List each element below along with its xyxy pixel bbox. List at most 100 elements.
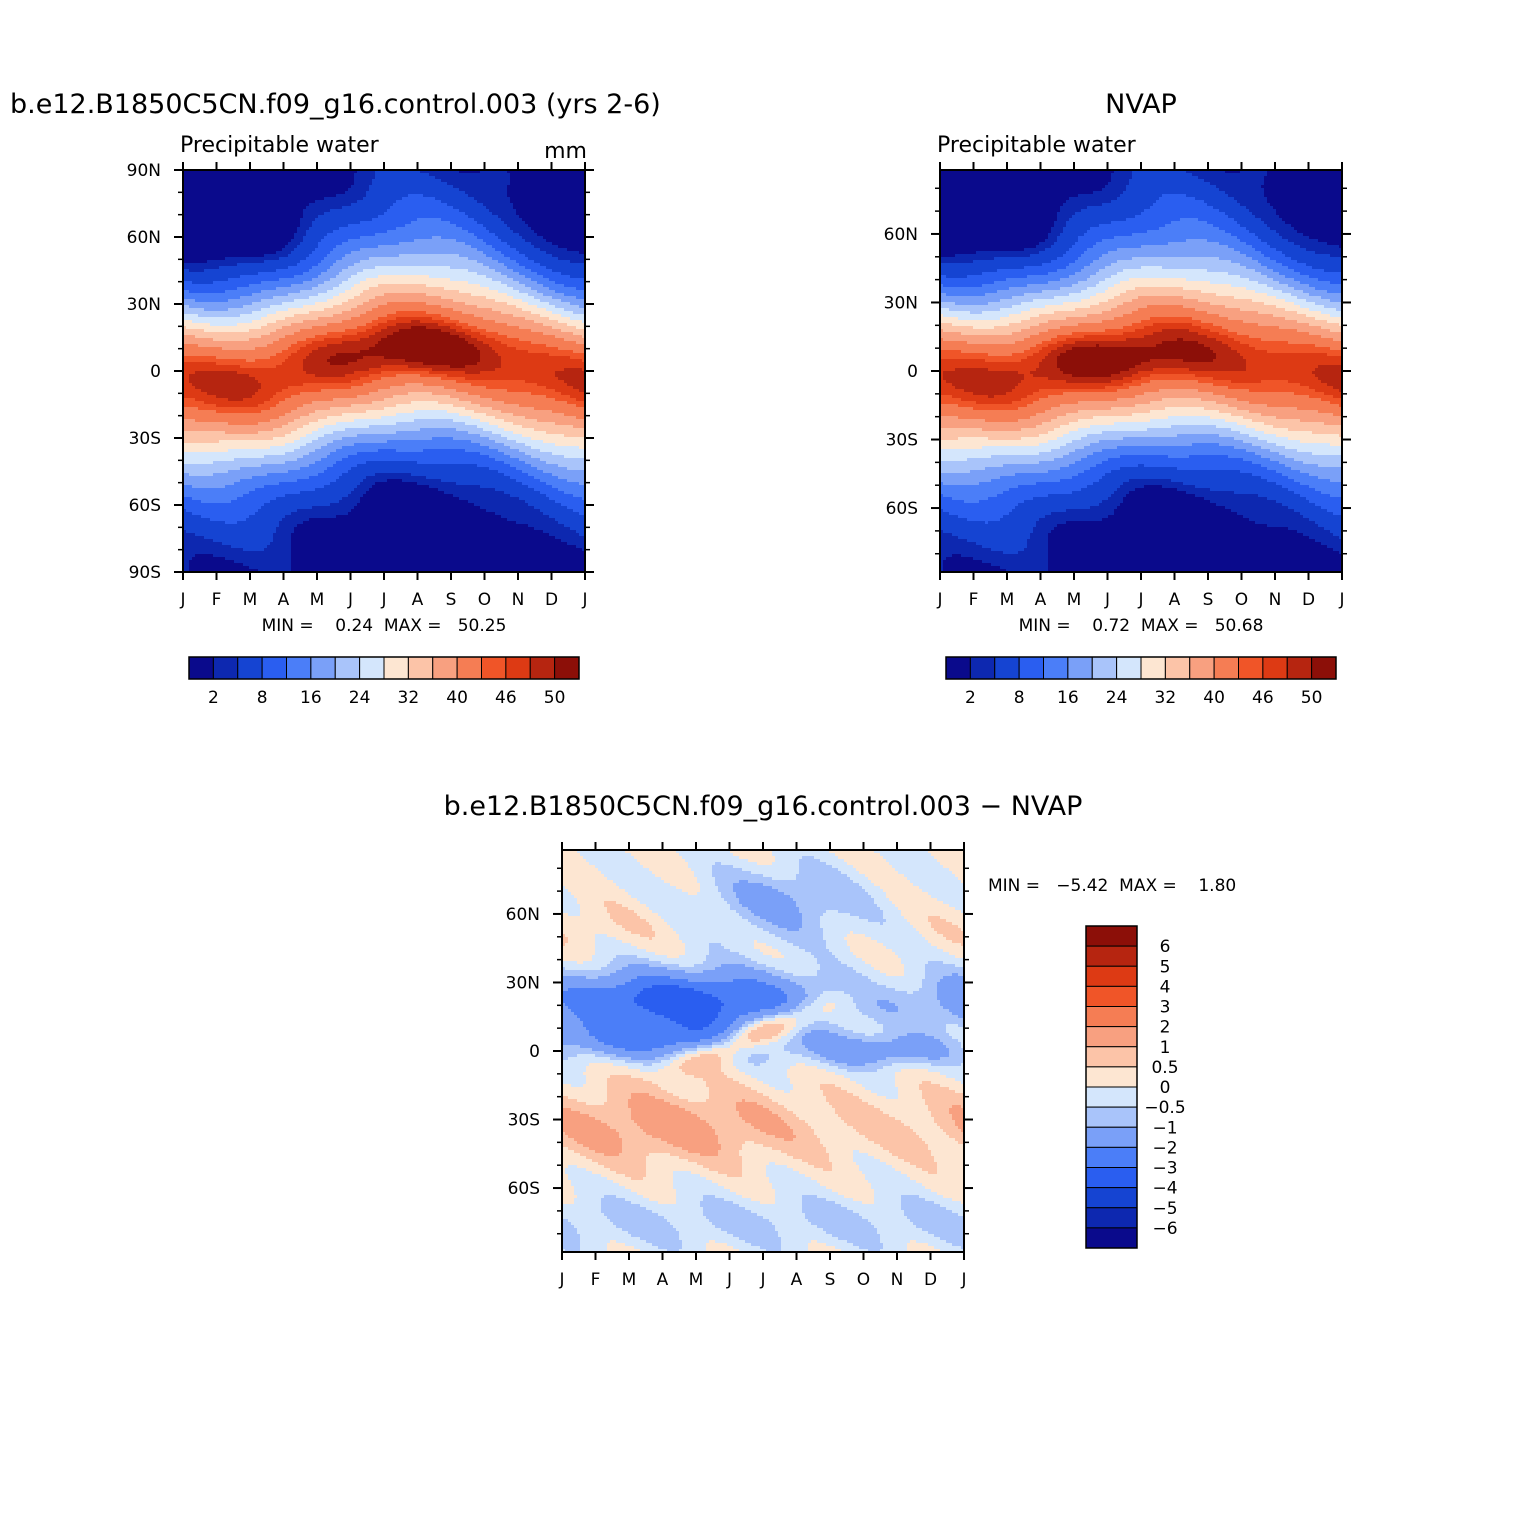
contour-cell: [510, 176, 585, 180]
contour-cell: [922, 1096, 964, 1100]
contour-cell: [249, 374, 316, 378]
contour-cell: [1039, 398, 1118, 402]
contour-cell: [640, 1069, 659, 1073]
contour-cell: [967, 275, 1028, 279]
contour-cell: [853, 1159, 881, 1163]
contour-cell: [802, 1042, 944, 1046]
contour-cell: [952, 395, 989, 399]
contour-cell: [249, 566, 292, 570]
contour-cell: [1003, 515, 1046, 519]
contour-cell: [291, 284, 319, 288]
contour-cell: [922, 1168, 938, 1172]
contour-cell: [733, 979, 758, 983]
contour-cell: [706, 1249, 740, 1252]
contour-cell: [847, 1240, 881, 1244]
contour-cell: [1051, 530, 1298, 534]
contour-cell: [1123, 377, 1142, 381]
contour-cell: [486, 296, 514, 300]
contour-cell: [934, 1120, 956, 1124]
contour-cell: [537, 281, 556, 285]
contour-cell: [562, 952, 596, 956]
contour-cell: [375, 332, 394, 336]
contour-cell: [997, 290, 1043, 294]
contour-cell: [859, 1096, 887, 1100]
contour-cell: [898, 1096, 923, 1100]
contour-cell: [757, 1090, 785, 1094]
contour-cell: [1264, 422, 1325, 426]
contour-cell: [643, 1078, 704, 1082]
contour-cell: [826, 1198, 854, 1202]
contour-cell: [1264, 194, 1342, 198]
contour-cell: [940, 473, 1016, 477]
contour-cell: [495, 488, 535, 492]
contour-cell: [673, 928, 764, 932]
contour-cell: [531, 455, 565, 459]
contour-cell: [601, 1201, 632, 1205]
contour-cell: [480, 419, 505, 423]
contour-cell: [940, 1249, 964, 1252]
contour-cell: [1219, 410, 1250, 414]
contour-cell: [192, 320, 253, 324]
contour-cell: [540, 314, 562, 318]
contour-cell: [342, 497, 361, 501]
panel-obs-field: [940, 170, 1342, 572]
contour-cell: [312, 266, 331, 270]
contour-cell: [546, 431, 585, 435]
contour-cell: [1072, 347, 1211, 351]
contour-cell: [778, 1012, 794, 1016]
contour-cell: [1285, 275, 1310, 279]
contour-cell: [946, 380, 1022, 384]
contour-cell: [396, 431, 469, 435]
contour-cell: [604, 1153, 620, 1157]
contour-cell: [814, 955, 836, 959]
contour-cell: [877, 1069, 902, 1073]
contour-cell: [826, 1096, 860, 1100]
contour-cell: [1057, 215, 1073, 219]
contour-cell: [303, 362, 331, 366]
contour-cell: [204, 401, 265, 405]
contour-cell: [576, 398, 585, 402]
contour-cell: [979, 482, 1037, 486]
contour-cell: [886, 1096, 899, 1100]
contour-cell: [796, 901, 875, 905]
contour-cell: [189, 380, 259, 384]
contour-cell: [1018, 371, 1031, 375]
contour-cell: [390, 206, 454, 210]
contour-cell: [685, 970, 704, 974]
contour-cell: [522, 308, 547, 312]
contour-cell: [1225, 230, 1250, 234]
contour-cell: [555, 374, 585, 378]
contour-cell: [667, 967, 716, 971]
contour-cell: [183, 524, 280, 528]
contour-cell: [865, 1174, 908, 1178]
contour-cell: [1291, 467, 1342, 471]
contour-cell: [1033, 353, 1049, 357]
contour-cell: [658, 1069, 683, 1073]
contour-cell: [411, 221, 451, 225]
contour-cell: [1132, 170, 1187, 174]
contour-cell: [838, 910, 884, 914]
contour-cell: [793, 1084, 821, 1088]
contour-cell: [1312, 371, 1342, 375]
contour-cell: [799, 1030, 812, 1034]
contour-cell: [799, 871, 842, 875]
contour-cell: [682, 1069, 722, 1073]
contour-cell: [516, 305, 538, 309]
contour-cell: [691, 1057, 722, 1061]
contour-cell: [916, 1225, 964, 1229]
contour-cell: [201, 500, 232, 504]
contour-cell: [874, 1141, 926, 1145]
contour-cell: [1246, 242, 1268, 246]
contour-cell: [1285, 254, 1331, 258]
contour-cell: [724, 898, 740, 902]
contour-cell: [438, 323, 457, 327]
contour-cell: [940, 560, 944, 564]
contour-cell: [468, 230, 490, 234]
contour-cell: [670, 1057, 680, 1061]
contour-cell: [1213, 377, 1319, 381]
contour-cell: [1321, 380, 1342, 384]
contour-cell: [640, 1249, 668, 1252]
contour-cell: [318, 473, 343, 477]
contour-cell: [450, 221, 478, 225]
contour-cell: [562, 976, 587, 980]
